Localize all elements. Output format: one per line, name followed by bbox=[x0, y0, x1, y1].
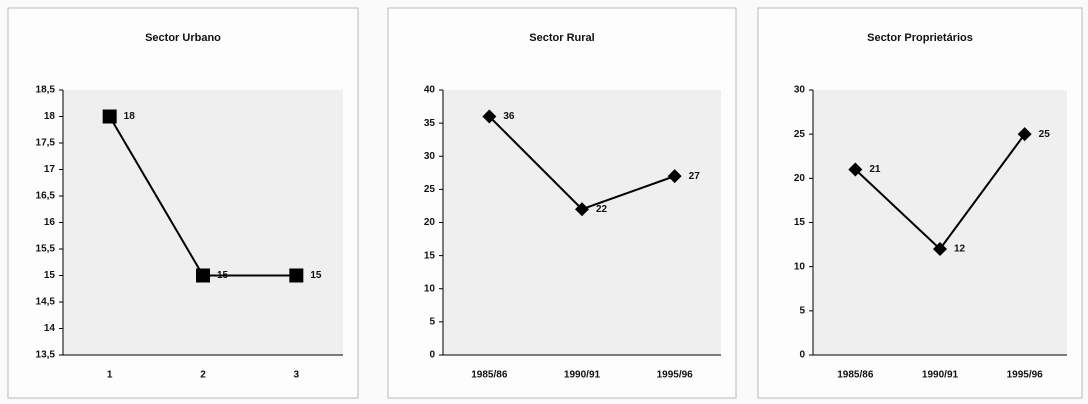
y-tick-label: 20 bbox=[794, 173, 806, 184]
marker bbox=[289, 268, 304, 283]
x-tick-label: 1995/96 bbox=[657, 370, 694, 381]
y-tick-label: 17 bbox=[44, 164, 56, 175]
y-tick-label: 5 bbox=[799, 305, 805, 316]
x-tick-label: 1990/91 bbox=[922, 370, 959, 381]
x-tick-label: 3 bbox=[294, 370, 300, 381]
y-tick-label: 13,5 bbox=[36, 350, 56, 361]
y-tick-label: 20 bbox=[424, 217, 436, 228]
y-tick-label: 10 bbox=[794, 261, 806, 272]
data-label: 27 bbox=[689, 171, 701, 182]
y-tick-label: 18 bbox=[44, 111, 56, 122]
y-tick-label: 25 bbox=[424, 184, 436, 195]
x-tick-label: 1985/86 bbox=[837, 370, 874, 381]
y-tick-label: 17,5 bbox=[36, 138, 56, 149]
data-label: 22 bbox=[596, 204, 608, 215]
y-tick-label: 0 bbox=[429, 350, 435, 361]
data-label: 15 bbox=[310, 270, 322, 281]
data-label: 18 bbox=[124, 111, 136, 122]
marker bbox=[196, 268, 210, 283]
y-tick-label: 25 bbox=[794, 129, 806, 140]
data-label: 36 bbox=[503, 111, 515, 122]
marker bbox=[575, 202, 589, 217]
y-tick-label: 15 bbox=[44, 270, 56, 281]
y-tick-label: 16,5 bbox=[36, 191, 56, 202]
y-tick-label: 30 bbox=[794, 85, 806, 96]
plot-area bbox=[443, 90, 721, 355]
y-tick-label: 15,5 bbox=[36, 244, 56, 255]
data-label: 12 bbox=[954, 244, 966, 255]
marker bbox=[667, 169, 682, 184]
chart-title: Sector Proprietários bbox=[867, 32, 973, 44]
y-tick-label: 10 bbox=[424, 283, 436, 294]
y-tick-label: 0 bbox=[799, 350, 805, 361]
y-tick-label: 16 bbox=[44, 217, 56, 228]
y-tick-label: 35 bbox=[424, 118, 436, 129]
plot-area bbox=[63, 90, 343, 355]
y-tick-label: 18,5 bbox=[36, 85, 56, 96]
x-tick-label: 1 bbox=[107, 370, 113, 381]
chart-title: Sector Rural bbox=[529, 32, 594, 44]
x-tick-label: 1990/91 bbox=[564, 370, 601, 381]
x-tick-label: 1995/96 bbox=[1007, 370, 1044, 381]
y-tick-label: 15 bbox=[794, 217, 806, 228]
marker bbox=[482, 109, 497, 124]
data-label: 25 bbox=[1039, 129, 1051, 140]
data-label: 21 bbox=[869, 164, 881, 175]
x-tick-label: 1985/86 bbox=[471, 370, 508, 381]
marker bbox=[1017, 127, 1032, 142]
x-tick-label: 2 bbox=[200, 370, 206, 381]
y-tick-label: 14,5 bbox=[36, 297, 56, 308]
marker bbox=[102, 109, 117, 124]
data-label: 15 bbox=[217, 270, 229, 281]
marker bbox=[848, 162, 863, 177]
y-tick-label: 5 bbox=[429, 317, 435, 328]
y-tick-label: 40 bbox=[424, 85, 436, 96]
y-tick-label: 14 bbox=[44, 323, 56, 334]
y-tick-label: 30 bbox=[424, 151, 436, 162]
plot-area bbox=[813, 90, 1067, 355]
y-tick-label: 15 bbox=[424, 250, 436, 261]
chart-title: Sector Urbano bbox=[145, 32, 221, 44]
marker bbox=[933, 242, 947, 256]
